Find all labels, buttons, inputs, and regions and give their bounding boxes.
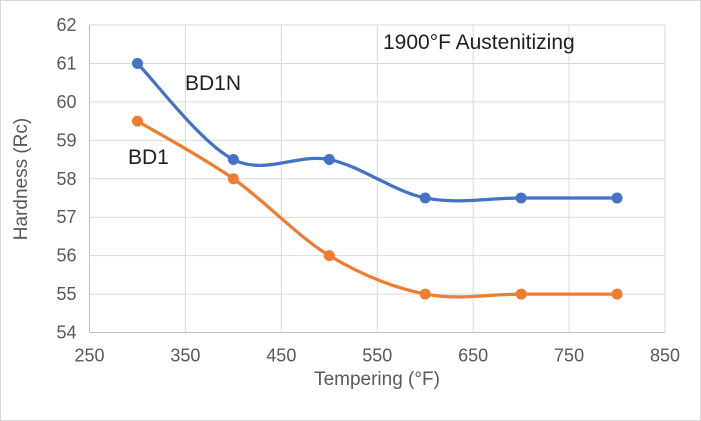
y-tick-label: 61 [56, 53, 76, 73]
y-tick-label: 62 [56, 15, 76, 35]
series-label-bd1n: BD1N [185, 72, 242, 95]
y-tick-label: 60 [56, 92, 76, 112]
data-point-bd1 [419, 288, 431, 300]
data-point-bd1n [227, 154, 239, 166]
x-tick-label: 850 [650, 346, 680, 366]
x-tick-label: 650 [458, 346, 488, 366]
data-point-bd1n [419, 192, 431, 204]
x-tick-label: 750 [554, 346, 584, 366]
chart-title-annotation: 1900°F Austenitizing [383, 31, 575, 54]
data-point-bd1n [515, 192, 527, 204]
y-tick-label: 54 [56, 323, 76, 343]
y-tick-label: 56 [56, 246, 76, 266]
data-point-bd1n [131, 57, 143, 69]
x-tick-label: 250 [74, 346, 104, 366]
x-tick-label: 550 [362, 346, 392, 366]
x-tick-label: 450 [266, 346, 296, 366]
x-axis-title: Tempering (°F) [314, 369, 440, 390]
series-label-bd1: BD1 [128, 146, 169, 169]
y-axis-title: Hardness (Rc) [11, 117, 32, 241]
data-point-bd1 [131, 115, 143, 127]
x-tick-label: 350 [170, 346, 200, 366]
y-tick-label: 59 [56, 130, 76, 150]
y-tick-label: 55 [56, 284, 76, 304]
data-point-bd1 [515, 288, 527, 300]
data-point-bd1n [611, 192, 623, 204]
data-point-bd1 [227, 173, 239, 185]
data-point-bd1n [323, 154, 335, 166]
y-tick-label: 58 [56, 169, 76, 189]
data-point-bd1 [611, 288, 623, 300]
data-point-bd1 [323, 250, 335, 262]
y-tick-label: 57 [56, 207, 76, 227]
